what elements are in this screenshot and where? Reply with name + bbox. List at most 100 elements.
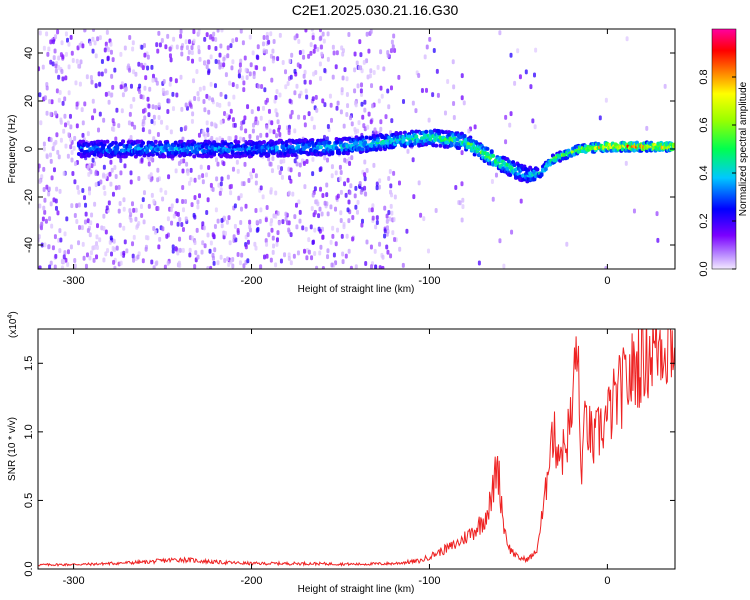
spectrogram-noise-cell [223,110,227,116]
spectrogram-noise-cell [231,166,235,172]
spectrogram-noise-cell [98,111,102,117]
spectrogram-noise-cell [193,264,197,269]
spectrogram-noise-cell [46,51,50,57]
spectrogram-noise-cell [264,217,268,223]
spectrogram-noise-cell [102,164,106,170]
spectrogram-noise-cell [190,118,194,124]
spectrogram-noise-cell [325,192,329,198]
spectrogram-noise-cell [347,218,351,224]
spectrogram-noise-cell [338,176,342,182]
spectrogram-noise-cell [304,29,308,33]
spectrogram-noise-cell [239,219,243,225]
spectrogram-noise-cell [216,218,220,224]
spectrogram-noise-cell [157,244,161,250]
spectrogram-ridge-cell [511,160,516,165]
spectrogram-noise-cell [303,248,307,254]
colorbar-gradient [712,29,736,269]
spectrogram-noise-cell [179,126,183,132]
spectrogram-noise-cell [218,136,222,142]
spectrogram-noise-cell [57,97,61,103]
spectrogram-noise-cell [330,173,334,179]
spectrogram-noise-cell [624,160,628,166]
spectrogram-noise-cell [411,157,415,163]
spectrogram-noise-cell [88,190,92,196]
spectrogram-noise-cell [142,190,146,196]
spectrogram-noise-cell [152,198,156,204]
spectrogram-noise-cell [219,43,223,49]
spectrogram-noise-cell [321,31,325,37]
spectrogram-noise-cell [109,41,113,47]
spectrogram-noise-cell [242,80,246,86]
spectrogram-noise-cell [236,252,240,258]
colorbar: 0.0 0.2 0.4 0.6 0.8 Normalized spectral ampl… [698,28,749,277]
spectrogram-noise-cell [45,85,49,91]
spectrogram-noise-cell [38,163,41,169]
spectrogram-noise-cell [198,86,202,92]
spectrogram-noise-cell [204,172,208,178]
spectrogram-noise-cell [63,96,67,102]
spectrogram-noise-cell [139,94,143,100]
spectrogram-noise-cell [267,108,271,114]
spectrogram-noise-cell [412,194,416,200]
spectrogram-noise-cell [656,237,660,243]
spectrogram-noise-cell [137,176,141,182]
spectrogram-noise-cell [56,210,60,216]
spectrogram-noise-cell [186,55,190,61]
spectrogram-noise-cell [274,95,278,101]
spectrogram-noise-cell [477,260,481,266]
spectrogram-noise-cell [91,36,95,42]
spectrogram-noise-cell [213,122,217,128]
spectrogram-noise-cell [219,62,223,68]
spectrogram-noise-cell [175,44,179,50]
spectrogram-noise-cell [146,96,150,102]
spectrogram-noise-cell [182,207,186,213]
spectrogram-ridge-cell [86,142,91,147]
spectrogram-noise-cell [54,198,58,204]
spectrogram-noise-cell [533,124,537,130]
spectrogram-noise-cell [315,265,319,269]
spectrogram-noise-cell [281,219,285,225]
spectrogram-noise-cell [301,49,305,55]
spectrogram-noise-cell [296,62,300,68]
spectrogram-noise-cell [171,248,175,254]
spectrogram-noise-cell [155,80,159,86]
spectrogram-noise-cell [321,98,325,104]
spectrogram-noise-cell [236,229,240,235]
spectrogram-noise-cell [169,129,173,135]
spectrogram-noise-cell [45,31,49,37]
spectrogram-noise-cell [88,232,92,238]
spectrogram-noise-cell [178,236,182,242]
snr-x-tick-label: -200 [241,575,263,587]
spectrogram-noise-cell [144,246,148,252]
spectrogram-noise-cell [369,29,373,35]
spectrogram-ridge-cell [290,144,295,149]
spectrogram-ridge-cell [236,140,241,145]
spectrogram-noise-cell [318,206,322,212]
snr-y-tick-label: 0.0 [23,561,35,576]
spectrogram-noise-cell [321,192,325,198]
spectrogram-noise-cell [424,87,428,93]
spectrogram-noise-cell [42,205,46,211]
spectrogram-noise-cell [278,32,282,38]
spectrogram-noise-cell [239,125,243,131]
spectrogram-noise-cell [278,132,282,138]
spectrogram-noise-cell [248,71,252,77]
spectrogram-noise-cell [365,58,369,64]
spectrogram-noise-cell [77,240,81,246]
spectrogram-noise-cell [256,120,260,126]
spectrogram-noise-cell [200,249,204,255]
spectrogram-noise-cell [305,159,309,165]
spectrogram-noise-cell [272,243,276,249]
spectrogram-noise-cell [47,244,51,250]
spectrogram-noise-cell [335,50,339,56]
spectrogram-noise-cell [243,55,247,61]
spectrogram-noise-cell [276,210,280,216]
spectrogram-noise-cell [246,232,250,238]
spectrogram-noise-cell [178,247,182,253]
spectrogram-y-axis-label: Frequency (Hz) [7,115,18,184]
spectrogram-noise-cell [219,181,223,187]
spectrogram-noise-cell [244,244,248,250]
spectrogram-noise-cell [370,207,374,213]
spectrogram-noise-cell [208,248,212,254]
spectrogram-noise-cell [57,55,61,61]
